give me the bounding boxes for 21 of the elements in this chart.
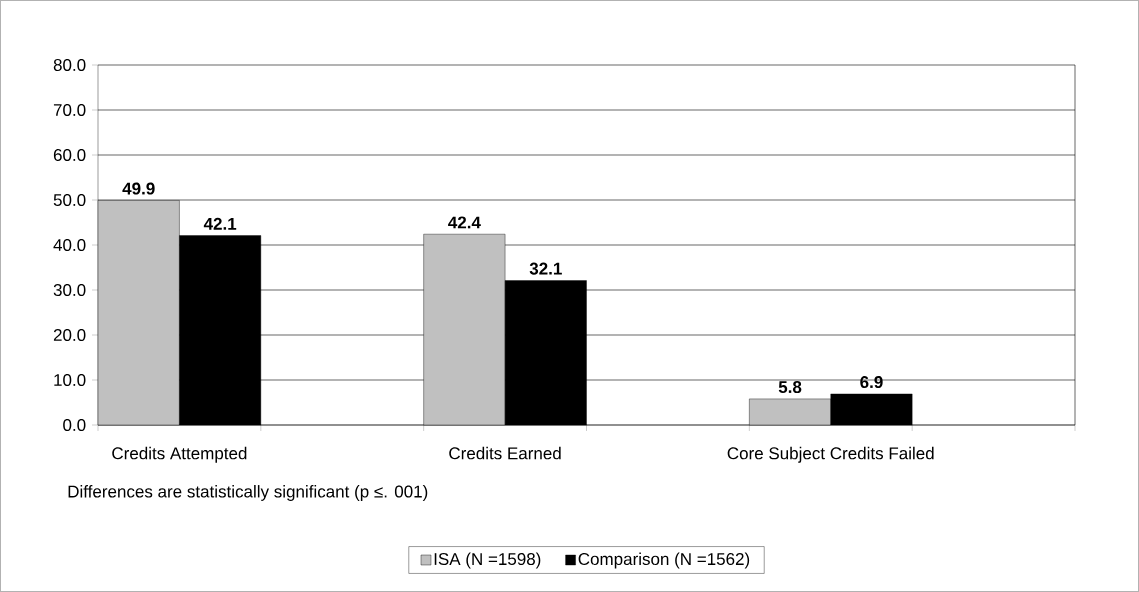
- y-tick-label: 70.0: [53, 103, 86, 117]
- x-tick-label: Credits Earned: [449, 446, 561, 460]
- text: Differences are statistically significant (p ≤. 001): [68, 485, 428, 501]
- y-tick-label: 10.0: [54, 373, 86, 387]
- y-tick-label: 0.0: [63, 418, 86, 432]
- y-tick-label: 60.0: [53, 148, 86, 162]
- data-label: 42.1: [203, 217, 237, 230]
- x-tick-label: Credits Attempted: [112, 446, 247, 463]
- y-tick-label: 50.0: [53, 193, 86, 207]
- data-label: 42.4: [448, 216, 481, 229]
- y-tick-label: 40.0: [53, 238, 86, 252]
- x-tick-label: Core Subject Credits Failed: [727, 446, 934, 463]
- data-label: 6.9: [860, 376, 883, 389]
- data-label: 49.9: [122, 182, 155, 195]
- data-label: 32.1: [529, 262, 562, 275]
- legend-label: ISA (N =1598): [434, 552, 541, 569]
- y-tick-label: 80.0: [53, 58, 86, 72]
- data-label: 5.8: [778, 381, 802, 394]
- y-tick-label: 30.0: [53, 283, 86, 297]
- y-tick-label: 20.0: [53, 328, 86, 342]
- legend-label: Comparison (N =1562): [578, 552, 750, 569]
